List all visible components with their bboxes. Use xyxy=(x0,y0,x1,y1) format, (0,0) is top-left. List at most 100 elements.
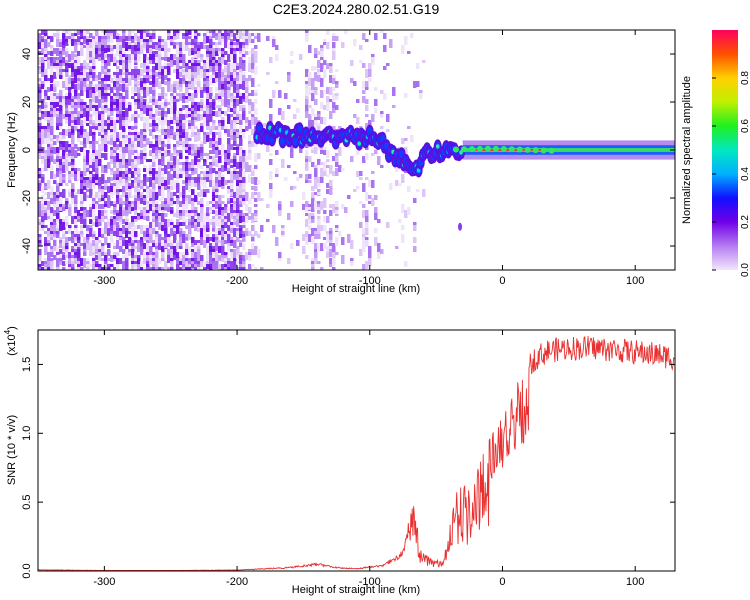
spectrogram-cell xyxy=(311,93,315,101)
spectrogram-cell xyxy=(44,243,48,247)
spectrogram-cell xyxy=(146,201,150,204)
spectrogram-cell xyxy=(215,96,219,100)
spectrogram-cell xyxy=(122,201,126,205)
spectrogram-cell xyxy=(203,36,207,44)
spectrogram-cell xyxy=(110,117,114,122)
spectrogram-cell xyxy=(170,168,174,171)
spectrogram-cell xyxy=(59,63,63,66)
snr-xtick-label: -100 xyxy=(359,576,381,588)
spectrogram-cell xyxy=(59,132,63,136)
spectrogram-cell xyxy=(191,84,195,90)
spectrogram-cell xyxy=(74,174,78,181)
spectrogram-cell xyxy=(152,75,156,83)
spectrogram-cell xyxy=(185,96,189,100)
spectrogram-cell xyxy=(101,120,105,129)
spectrogram-cell xyxy=(242,129,246,132)
spectrogram-cell xyxy=(371,180,375,188)
spectrogram-cell xyxy=(134,105,138,114)
spectrogram-cell xyxy=(185,249,189,257)
spectrogram-cell xyxy=(176,99,180,102)
spectrogram-cell xyxy=(128,72,132,77)
spectrogram-cell xyxy=(80,216,84,224)
spectrogram-cell xyxy=(239,243,243,247)
spectrogram-cell xyxy=(248,264,252,269)
spectrogram-cell xyxy=(269,99,273,108)
spectrogram-cell xyxy=(194,93,198,98)
spectrogram-cell xyxy=(98,144,102,147)
spectrogram-cell xyxy=(332,78,336,84)
spectrogram-cell xyxy=(245,156,249,161)
spectrogram-cell xyxy=(71,156,75,159)
spectrogram-cell xyxy=(38,87,42,91)
spectrogram-cell xyxy=(332,246,336,253)
spectrogram-cell xyxy=(404,210,408,218)
spectrogram-cell xyxy=(77,153,81,156)
spectrogram-cell xyxy=(104,204,108,207)
spectrogram-cell xyxy=(182,114,186,122)
spectrogram-cell xyxy=(56,159,60,164)
spectrogram-cell xyxy=(161,159,165,166)
spectrogram-cell xyxy=(377,243,381,252)
spectrogram-cell xyxy=(83,60,87,69)
spectrogram-cell xyxy=(146,87,150,96)
spectrogram-cell xyxy=(152,243,156,247)
spectrogram-cell xyxy=(314,192,318,195)
spectrogram-cell xyxy=(80,243,84,246)
colorbar-gradient xyxy=(712,30,738,270)
spectrogram-cell xyxy=(170,267,174,270)
spectrogram-cell xyxy=(89,183,93,191)
ridge-hotspot xyxy=(516,146,523,153)
spectrogram-cell xyxy=(227,84,231,87)
spectrogram-cell xyxy=(65,252,69,255)
spectrogram-cell xyxy=(44,78,48,81)
spectrogram-cell xyxy=(56,147,60,156)
spectrogram-cell xyxy=(209,156,213,159)
spectrogram-cell xyxy=(89,264,93,267)
spectrogram-cell xyxy=(239,120,243,125)
spectrogram-cell xyxy=(221,201,225,204)
spectrogram-cell xyxy=(110,138,114,145)
spectrogram-cell xyxy=(227,144,231,152)
spectrogram-cell xyxy=(332,87,336,91)
spectrogram-cell xyxy=(119,171,123,178)
spectrogram-cell xyxy=(38,246,42,249)
spectrogram-cell xyxy=(218,177,222,182)
spectrogram-cell xyxy=(86,168,90,172)
spectrogram-cell xyxy=(143,48,147,51)
spectrogram-cell xyxy=(140,141,144,148)
spectrogram-cell xyxy=(170,165,174,169)
spectrogram-cell xyxy=(74,168,78,171)
spectrogram-cell xyxy=(62,222,66,230)
spectrogram-cell xyxy=(275,237,279,240)
spectrogram-cell xyxy=(122,54,126,57)
spectrogram-cell xyxy=(197,33,201,36)
spectrogram-cell xyxy=(413,237,417,243)
spectrogram-cell xyxy=(317,60,321,68)
spectrogram-cell xyxy=(122,138,126,147)
spectrogram-cell xyxy=(38,180,42,183)
spectrogram-cell xyxy=(107,267,111,270)
spectrogram-cell xyxy=(131,201,135,205)
spectrogram-cell xyxy=(377,252,381,259)
spectrogram-cell xyxy=(329,99,333,102)
spectrogram-cell xyxy=(86,189,90,192)
spectrogram-cell xyxy=(131,165,135,169)
spectrogram-cell xyxy=(137,153,141,158)
spectrogram-cell xyxy=(224,93,228,97)
spectrogram-cell xyxy=(122,147,126,150)
spectrogram-cell xyxy=(194,258,198,266)
spectrogram-cell xyxy=(110,219,114,225)
spectrogram-cell xyxy=(329,66,333,71)
spectrogram-cell xyxy=(77,147,81,151)
spectrogram-cell xyxy=(50,237,54,240)
spectrogram-cell xyxy=(104,225,108,229)
spectrogram-cell xyxy=(347,234,351,243)
spectrogram-cell xyxy=(176,132,180,141)
spectrogram-cell xyxy=(215,234,219,237)
spectrogram-cell xyxy=(218,123,222,126)
spectrogram-cell xyxy=(185,225,189,229)
spectrogram-cell xyxy=(176,222,180,227)
spectrogram-cell xyxy=(77,174,81,181)
spectrogram-cell xyxy=(170,180,174,187)
spectrogram-cell xyxy=(236,204,240,211)
